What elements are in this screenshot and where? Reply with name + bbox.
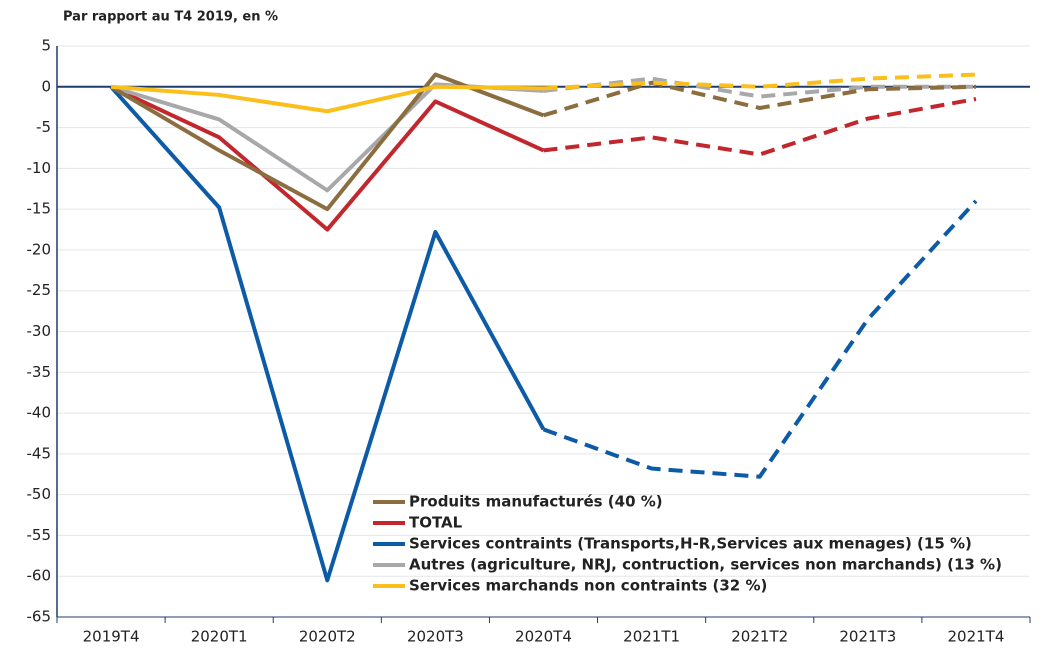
line-series <box>110 84 545 232</box>
line-series <box>109 85 546 583</box>
line-series <box>110 84 544 114</box>
legend-label: TOTAL <box>409 514 463 532</box>
line-series <box>542 199 978 479</box>
y-tick-label: 0 <box>41 77 51 95</box>
line-series <box>110 82 544 193</box>
y-tick-label: -55 <box>27 526 52 544</box>
y-tick-label: -15 <box>27 200 52 218</box>
x-tick-label: 2021T4 <box>947 628 1004 646</box>
y-tick-label: -45 <box>27 444 52 462</box>
y-tick-label: -65 <box>27 608 52 626</box>
legend-label: Autres (agriculture, NRJ, contruction, s… <box>409 556 1002 574</box>
y-tick-label: -60 <box>27 567 52 585</box>
y-tick-label: 5 <box>41 37 51 55</box>
y-tick-label: -20 <box>27 240 52 258</box>
x-tick-label: 2020T2 <box>299 628 356 646</box>
x-tick-label: 2020T4 <box>515 628 572 646</box>
line-series <box>543 97 977 157</box>
legend-label: Services marchands non contraints (32 %) <box>409 577 767 595</box>
line-series <box>543 72 977 91</box>
chart-title: Par rapport au T4 2019, en % <box>63 10 278 25</box>
y-tick-label: -50 <box>27 485 52 503</box>
x-tick-label: 2019T4 <box>83 628 140 646</box>
y-tick-label: -5 <box>36 118 51 136</box>
legend-label: Services contraints (Transports,H-R,Serv… <box>409 535 972 553</box>
y-tick-label: -10 <box>27 159 52 177</box>
x-tick-label: 2020T3 <box>407 628 464 646</box>
legend-label: Produits manufacturés (40 %) <box>409 493 663 511</box>
y-tick-label: -25 <box>27 281 52 299</box>
x-tick-label: 2020T1 <box>191 628 248 646</box>
x-tick-label: 2021T1 <box>623 628 680 646</box>
y-tick-label: -40 <box>27 404 52 422</box>
x-tick-label: 2021T2 <box>731 628 788 646</box>
y-tick-label: -30 <box>27 322 52 340</box>
line-series <box>542 80 976 118</box>
y-tick-label: -35 <box>27 363 52 381</box>
x-tick-label: 2021T3 <box>839 628 896 646</box>
